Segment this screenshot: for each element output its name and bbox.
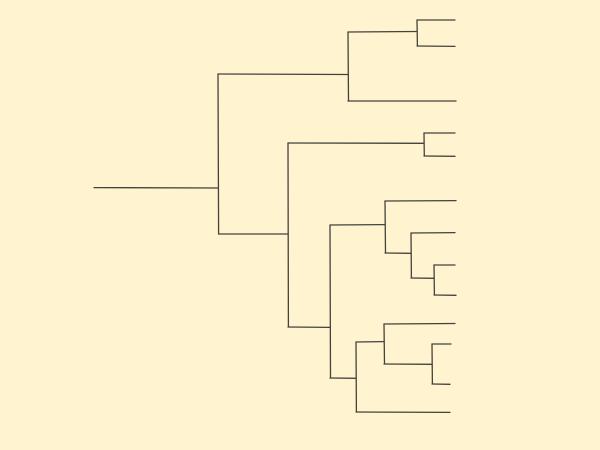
root-node [217, 73, 220, 235]
branch-line [383, 323, 386, 365]
upper-clade [217, 19, 457, 102]
branch-line [329, 224, 332, 379]
branch-line [217, 73, 349, 76]
branch-line [217, 73, 220, 235]
leaf-branch [383, 322, 456, 325]
branch-line [347, 30, 418, 33]
branch-line [384, 200, 387, 254]
lower-clade [217, 132, 457, 414]
branch-line [347, 31, 350, 102]
